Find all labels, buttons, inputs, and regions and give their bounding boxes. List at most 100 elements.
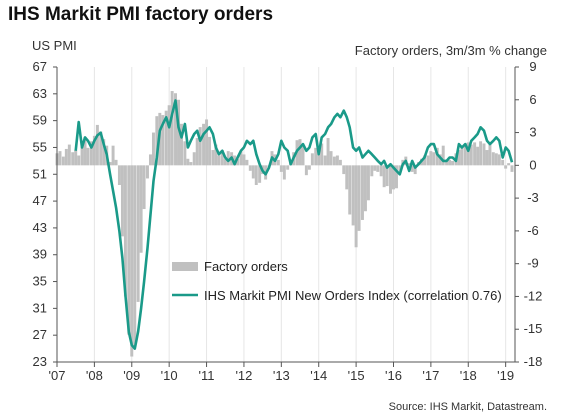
axes: '07 '08 '09 '10 '11 '12 '13 '14 '15 '16 '17 '18 '19 2… <box>33 59 543 383</box>
factory-orders-bar <box>329 151 333 166</box>
x-tick-label: '16 <box>385 368 402 383</box>
factory-orders-bar <box>307 165 311 170</box>
right-tick-label: -3 <box>527 190 539 205</box>
right-tick-label: -15 <box>524 321 543 336</box>
factory-orders-bar <box>167 105 171 166</box>
left-tick-label: 59 <box>33 113 47 128</box>
factory-orders-bar <box>389 165 392 194</box>
right-tick-label: 9 <box>529 59 536 74</box>
factory-orders-bar <box>423 155 427 166</box>
factory-orders-bar <box>457 150 461 166</box>
new-orders-line-series <box>74 99 514 350</box>
factory-orders-bar <box>258 165 262 183</box>
factory-orders-bar <box>438 154 442 166</box>
factory-orders-bar <box>242 154 246 166</box>
factory-orders-bar <box>195 138 199 166</box>
factory-orders-bar <box>74 150 78 166</box>
factory-orders-bar <box>170 91 174 166</box>
left-tick-label: 55 <box>33 139 47 154</box>
factory-orders-bar <box>448 159 452 166</box>
right-tick-label: -6 <box>527 223 539 238</box>
factory-orders-bar <box>108 162 112 166</box>
left-tick-label: 47 <box>33 193 47 208</box>
factory-orders-bar <box>301 146 305 166</box>
factory-orders-bar <box>145 165 149 179</box>
factory-orders-bar <box>251 165 255 179</box>
factory-orders-bar <box>507 163 511 166</box>
factory-orders-bar <box>117 165 121 185</box>
factory-orders-bar <box>223 158 227 166</box>
factory-orders-bar <box>385 165 389 187</box>
factory-orders-bar <box>208 136 212 166</box>
factory-orders-bar <box>429 151 433 166</box>
factory-orders-bar <box>77 155 81 166</box>
x-tick-label: '08 <box>86 368 103 383</box>
right-tick-label: -12 <box>524 288 543 303</box>
left-tick-label: 35 <box>33 274 47 289</box>
factory-orders-bar <box>279 165 283 172</box>
factory-orders-bar <box>366 165 370 201</box>
right-tick-label: -18 <box>524 354 543 369</box>
factory-orders-bar <box>114 159 118 166</box>
factory-orders-bar <box>473 142 477 166</box>
factory-orders-bar <box>488 142 492 166</box>
left-tick-label: 63 <box>33 86 47 101</box>
factory-orders-bar <box>80 146 84 166</box>
left-tick-label: 39 <box>33 247 47 262</box>
factory-orders-bar <box>139 165 143 253</box>
gridlines <box>56 67 507 362</box>
factory-orders-bar <box>413 165 417 175</box>
factory-orders-bar <box>205 119 209 166</box>
factory-orders-bar <box>351 165 355 226</box>
left-axis-unit: US PMI <box>32 38 77 53</box>
x-tick-label: '17 <box>422 368 439 383</box>
factory-orders-bar <box>317 152 321 166</box>
factory-orders-bar <box>202 123 206 166</box>
factory-orders-bar <box>357 165 361 231</box>
factory-orders-bar <box>360 165 364 220</box>
factory-orders-bar <box>177 99 180 166</box>
factory-orders-bar <box>95 124 99 166</box>
factory-orders-bar <box>482 143 486 166</box>
factory-orders-bar <box>338 159 342 166</box>
factory-orders-bar <box>363 165 367 212</box>
factory-orders-bar <box>491 152 495 166</box>
factory-orders-bar <box>276 159 280 166</box>
factory-orders-bar <box>102 139 106 166</box>
factory-orders-bar <box>451 160 455 166</box>
factory-orders-bar <box>323 155 327 166</box>
factory-orders-bar <box>382 165 386 188</box>
factory-orders-bar <box>136 165 140 302</box>
x-tick-label: '19 <box>497 368 514 383</box>
factory-orders-bar <box>151 132 155 166</box>
factory-orders-bar <box>254 165 258 185</box>
source-note: Source: IHS Markit, Datastream. <box>388 401 547 413</box>
factory-orders-bar <box>189 162 193 166</box>
factory-orders-bar <box>198 127 202 166</box>
factory-orders-bar <box>220 150 224 166</box>
factory-orders-bar <box>497 154 501 166</box>
factory-orders-bar <box>89 141 93 166</box>
x-tick-label: '14 <box>310 368 327 383</box>
factory-orders-bar <box>445 159 449 166</box>
new-orders-line <box>74 99 514 350</box>
factory-orders-bar <box>183 141 187 166</box>
factory-orders-bar <box>460 146 464 166</box>
x-tick-label: '13 <box>273 368 290 383</box>
factory-orders-bar <box>298 139 302 166</box>
factory-orders-bar <box>111 145 115 166</box>
factory-orders-bar <box>71 152 75 166</box>
factory-orders-bar <box>282 165 286 180</box>
factory-orders-bar <box>236 158 240 166</box>
factory-orders-bar <box>463 143 467 166</box>
x-tick-label: '11 <box>199 368 215 383</box>
factory-orders-bar <box>92 135 96 166</box>
factory-orders-bar <box>395 165 398 189</box>
factory-orders-bar <box>376 165 380 172</box>
factory-orders-bar <box>214 144 218 166</box>
factory-orders-bar <box>326 138 330 166</box>
left-tick-label: 51 <box>33 166 47 181</box>
legend-line-label: IHS Markit PMI New Orders Index (correla… <box>204 288 502 303</box>
factory-orders-bar <box>239 151 243 166</box>
